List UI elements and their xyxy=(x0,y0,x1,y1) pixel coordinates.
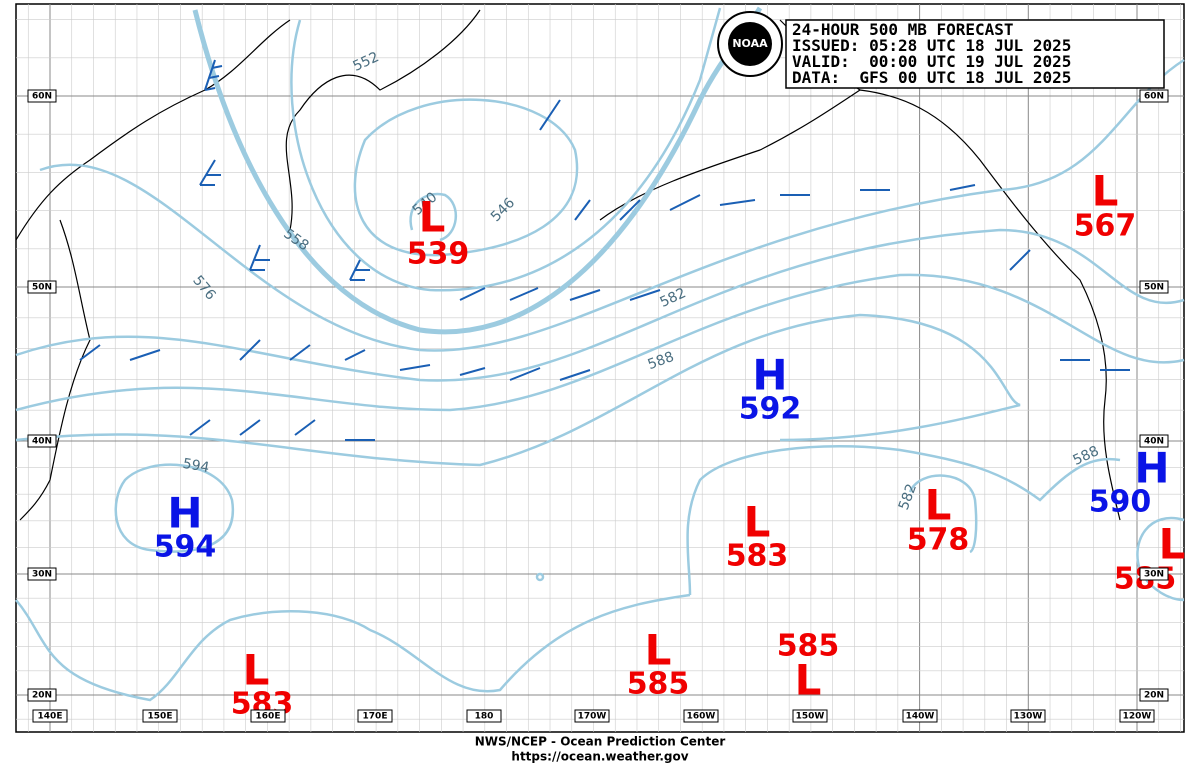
lat-label-box xyxy=(1139,567,1169,581)
lon-label: 180 xyxy=(475,712,494,722)
lon-label-box xyxy=(792,709,828,723)
contour xyxy=(686,445,1121,596)
logo-text: NOAA xyxy=(732,37,768,50)
lat-label-box xyxy=(27,89,57,103)
map-frame xyxy=(15,3,1185,733)
center-value: 585 xyxy=(777,629,840,664)
lat-label-box xyxy=(1139,688,1169,702)
lon-label-box xyxy=(574,709,610,723)
lon-label: 170E xyxy=(363,712,388,722)
lon-label: 170W xyxy=(578,712,607,722)
center-letter: H xyxy=(752,351,787,400)
center-value: 594 xyxy=(154,530,217,565)
lon-label: 150W xyxy=(796,712,825,722)
center-letter: H xyxy=(1134,444,1169,493)
lon-label: 150E xyxy=(148,712,173,722)
lat-label: 20N xyxy=(1144,691,1164,701)
contour-label: 594 xyxy=(181,456,210,476)
lon-label-box xyxy=(683,709,719,723)
contour xyxy=(192,6,763,335)
lon-label: 160E xyxy=(256,712,281,722)
lon-label-box xyxy=(32,709,68,723)
noaa-logo: NOAA xyxy=(717,11,783,77)
lon-label: 140E xyxy=(38,712,63,722)
lat-label: 50N xyxy=(1144,283,1164,293)
contour xyxy=(353,98,579,257)
lon-label: 120W xyxy=(1123,712,1152,722)
lon-label-box xyxy=(1010,709,1046,723)
lon-label-box xyxy=(250,709,286,723)
lat-label-box xyxy=(1139,434,1169,448)
lon-label: 130W xyxy=(1014,712,1043,722)
footer-url: https://ocean.weather.gov xyxy=(511,750,688,764)
lon-label: 140W xyxy=(906,712,935,722)
header-valid: VALID: 00:00 UTC 19 JUL 2025 xyxy=(792,52,1071,71)
lat-label: 20N xyxy=(32,691,52,701)
header-issued: ISSUED: 05:28 UTC 18 JUL 2025 xyxy=(792,36,1071,55)
contour xyxy=(39,58,1185,352)
lat-label: 40N xyxy=(32,437,52,447)
header-data: DATA: GFS 00 UTC 18 JUL 2025 xyxy=(792,68,1071,87)
center-value: 583 xyxy=(726,539,789,574)
center-value: 590 xyxy=(1089,485,1152,520)
wind-barbs xyxy=(79,59,1130,441)
lat-label: 60N xyxy=(32,92,52,102)
center-letter: L xyxy=(419,193,446,242)
lon-label: 160W xyxy=(687,712,716,722)
lat-label: 60N xyxy=(1144,92,1164,102)
center-value: 585 xyxy=(627,667,690,702)
lat-label-box xyxy=(1139,280,1169,294)
contour xyxy=(535,572,545,582)
grid xyxy=(16,4,1184,732)
coordinate-labels: 60N 60N 50N 50N 40N 40N 30N 30N 20N 20N 140E 150E 16… xyxy=(27,89,1169,723)
lon-label-box xyxy=(357,709,393,723)
center-letter: L xyxy=(925,481,952,530)
center-letter: L xyxy=(645,626,672,675)
contour xyxy=(290,7,722,292)
contour xyxy=(15,228,1185,382)
contour xyxy=(1136,516,1185,602)
center-letter: L xyxy=(744,498,771,547)
header-box: 24-HOUR 500 MB FORECAST ISSUED: 05:28 UT… xyxy=(785,19,1165,89)
lat-label: 50N xyxy=(32,283,52,293)
lon-label-box xyxy=(902,709,938,723)
center-value: 539 xyxy=(407,237,470,272)
lat-label-box xyxy=(1139,89,1169,103)
contour xyxy=(15,273,1185,412)
contour xyxy=(114,463,235,553)
contours xyxy=(15,6,1185,702)
lon-label-box xyxy=(142,709,178,723)
lat-label-box xyxy=(27,280,57,294)
header-title: 24-HOUR 500 MB FORECAST xyxy=(792,20,1014,39)
lon-label-box xyxy=(466,709,502,723)
center-value: 578 xyxy=(907,523,970,558)
contour xyxy=(15,593,691,702)
contour xyxy=(409,192,458,242)
center-letter: L xyxy=(1092,167,1119,216)
contour xyxy=(908,474,978,554)
center-value: 567 xyxy=(1074,209,1137,244)
lat-label: 30N xyxy=(1144,570,1164,580)
center-letter: L xyxy=(243,646,270,695)
lat-label-box xyxy=(27,567,57,581)
center-letter: L xyxy=(1159,520,1186,569)
contour xyxy=(15,313,1021,467)
lat-label: 40N xyxy=(1144,437,1164,447)
center-value: 592 xyxy=(739,392,802,427)
lat-label-box xyxy=(27,688,57,702)
center-letter: H xyxy=(167,489,202,538)
center-letter: L xyxy=(795,656,822,705)
lat-label: 30N xyxy=(32,570,52,580)
lat-label-box xyxy=(27,434,57,448)
footer-agency: NWS/NCEP - Ocean Prediction Center xyxy=(475,735,726,749)
lon-label-box xyxy=(1119,709,1155,723)
